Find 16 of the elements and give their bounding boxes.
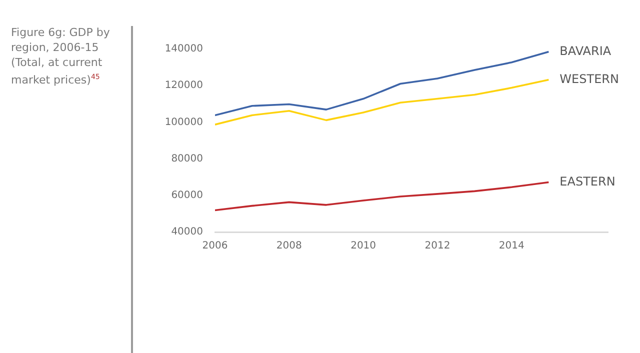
y-tick-label: 60000 <box>171 190 203 201</box>
x-tick-label: 2014 <box>498 240 524 252</box>
x-tick-label: 2006 <box>202 240 228 252</box>
y-tick-label: 100000 <box>164 116 203 128</box>
text: Figure 6g: GDP by region, 2006-15 <box>11 25 111 55</box>
series-label: WESTERN <box>560 72 619 86</box>
x-tick-label: 2010 <box>350 240 376 252</box>
text: (Total, at current market prices)$^{45}$ <box>11 55 104 88</box>
series-label: EASTERN <box>560 174 616 188</box>
series-label: BAVARIA <box>560 44 612 58</box>
x-tick-label: 2012 <box>424 240 450 252</box>
y-tick-label: 80000 <box>171 153 203 164</box>
x-tick-label: 2008 <box>276 240 302 252</box>
y-tick-label: 120000 <box>164 80 203 92</box>
y-tick-label: 140000 <box>164 44 203 55</box>
y-tick-label: 40000 <box>171 226 203 238</box>
